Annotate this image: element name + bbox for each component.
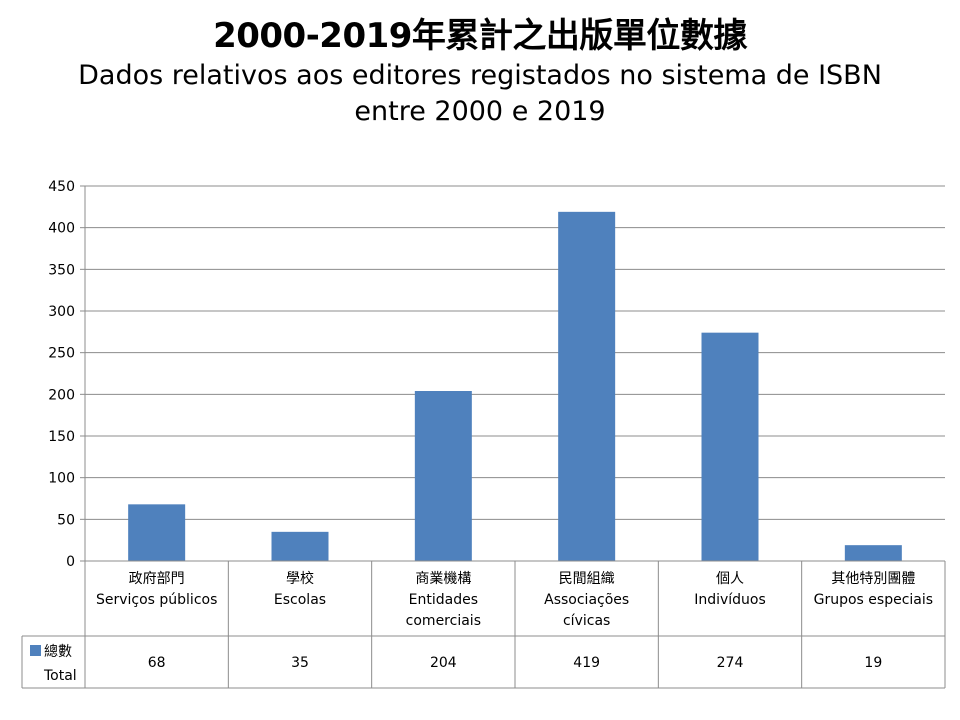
bar — [414, 391, 472, 561]
category-label: 政府部門 Serviços públicos — [96, 571, 217, 608]
chart-subtitle: Dados relativos aos editores registados … — [78, 60, 882, 127]
legend-label: Total — [43, 668, 77, 684]
y-tick-label: 100 — [48, 471, 75, 487]
legend-label: 總數 — [44, 643, 72, 660]
data-table-value: 204 — [430, 655, 457, 671]
data-table-value: 35 — [291, 655, 309, 671]
y-tick-label: 200 — [48, 387, 75, 403]
chart-title: 2000-2019年累計之出版單位數據 — [213, 16, 747, 56]
bar — [271, 531, 329, 561]
y-tick-label: 150 — [48, 429, 75, 445]
y-tick-label: 50 — [57, 512, 75, 528]
data-table-value: 68 — [148, 655, 166, 671]
y-tick-label: 400 — [48, 221, 75, 237]
y-tick-label: 250 — [48, 346, 75, 362]
y-tick-label: 300 — [48, 304, 75, 320]
y-tick-label: 350 — [48, 262, 75, 278]
category-label: 商業機構 Entidades comerciais — [406, 571, 481, 629]
category-label: 學校 Escolas — [274, 570, 326, 608]
bar — [844, 545, 902, 561]
data-table-value: 274 — [717, 655, 744, 671]
category-label: 個人 Indivíduos — [694, 571, 766, 608]
y-tick-label: 0 — [66, 554, 75, 570]
bar — [128, 504, 186, 561]
bar — [701, 332, 759, 561]
legend-swatch — [30, 645, 41, 656]
y-tick-label: 450 — [48, 179, 75, 195]
data-table-value: 19 — [864, 655, 882, 671]
data-table-value: 419 — [573, 655, 600, 671]
category-label: 其他特別團體 Grupos especiais — [814, 571, 933, 608]
category-label: 民間組織 Associações cívicas — [544, 571, 629, 629]
bar — [558, 211, 616, 562]
